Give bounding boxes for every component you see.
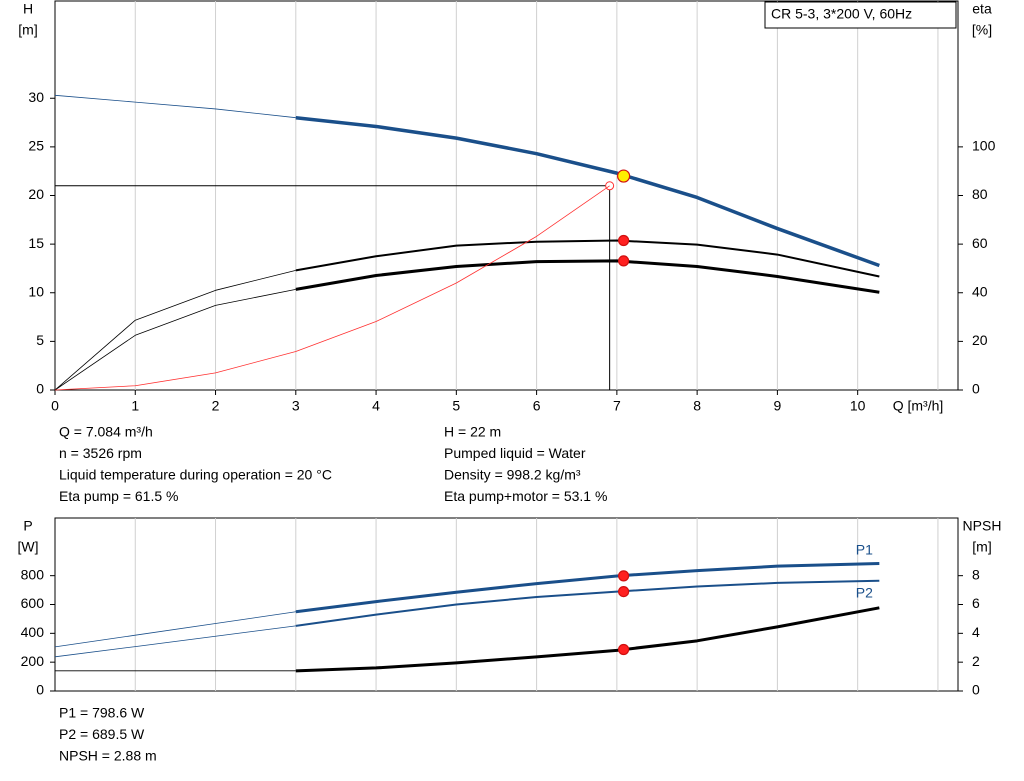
title-box: [764, 1, 957, 29]
curve-label: P2: [856, 584, 873, 600]
x-tick-label: 4: [372, 398, 380, 414]
plot-frame: [54, 517, 959, 692]
x-tick-label: 7: [613, 398, 621, 414]
plot-frame: [54, 0, 959, 391]
y2-axis-label: eta: [972, 1, 992, 17]
info-text: Eta pump+motor = 53.1 %: [444, 488, 607, 504]
y-tick-label: 20: [28, 186, 44, 202]
y2-tick-label: 20: [972, 332, 988, 348]
y2-tick-label: 40: [972, 283, 988, 299]
operating-point: [618, 643, 630, 656]
y2-tick-label: 100: [972, 138, 996, 154]
y2-axis-unit: [%]: [972, 22, 992, 38]
info-text: Q = 7.084 m³/h: [59, 424, 153, 440]
operating-point: [618, 585, 630, 598]
y2-tick-label: 80: [972, 186, 988, 202]
info-text: P2 = 689.5 W: [59, 726, 145, 742]
y-axis-unit: [W]: [18, 539, 39, 555]
y2-tick-label: 8: [972, 566, 980, 582]
y-tick-label: 600: [21, 595, 45, 611]
y-tick-label: 0: [36, 381, 44, 397]
x-tick-label: 3: [292, 398, 300, 414]
y2-tick-label: 0: [972, 381, 980, 397]
y-tick-label: 30: [28, 89, 44, 105]
info-text: Pumped liquid = Water: [444, 445, 586, 461]
curve: [54, 288, 296, 391]
y-axis-label: P: [23, 518, 32, 534]
info-text: n = 3526 rpm: [59, 445, 142, 461]
y-tick-label: 5: [36, 332, 44, 348]
y2-axis-label: NPSH: [963, 518, 1002, 534]
x-tick-label: 6: [533, 398, 541, 414]
curve: [54, 185, 610, 391]
operating-point: [618, 570, 630, 582]
curve: [295, 239, 880, 278]
operating-point: [618, 255, 630, 267]
x-axis-label: Q [m³/h]: [893, 398, 944, 414]
y-tick-label: 200: [21, 653, 45, 669]
y-tick-label: 0: [36, 682, 44, 698]
x-tick-label: 5: [452, 398, 460, 414]
crosshair: [55, 185, 611, 390]
info-text: Density = 998.2 kg/m³: [444, 467, 581, 483]
y2-tick-label: 4: [972, 624, 980, 640]
y2-tick-label: 60: [972, 235, 988, 251]
curve: [295, 115, 880, 268]
y2-tick-label: 2: [972, 653, 980, 669]
y2-axis-unit: [m]: [972, 539, 991, 555]
curve: [295, 606, 880, 673]
x-tick-label: 1: [131, 398, 139, 414]
y2-tick-label: 6: [972, 595, 980, 611]
curve: [54, 94, 296, 119]
info-text: NPSH = 2.88 m: [59, 748, 157, 764]
y-tick-label: 25: [28, 138, 44, 154]
y-tick-label: 400: [21, 624, 45, 640]
x-tick-label: 10: [850, 398, 866, 414]
curve: [295, 259, 880, 294]
y-axis-unit: [m]: [18, 22, 37, 38]
y-axis-label: H: [23, 1, 33, 17]
info-text: Liquid temperature during operation = 20…: [59, 467, 332, 483]
x-tick-label: 0: [51, 398, 59, 414]
curve: [295, 562, 880, 614]
y-tick-label: 15: [28, 235, 44, 251]
info-text: P1 = 798.6 W: [59, 705, 145, 721]
curve: [54, 625, 296, 658]
x-tick-label: 8: [693, 398, 701, 414]
curve: [54, 611, 296, 648]
x-tick-label: 9: [774, 398, 782, 414]
curve-label: P1: [856, 541, 873, 557]
y2-tick-label: 0: [972, 682, 980, 698]
curve: [54, 269, 296, 391]
info-text: H = 22 m: [444, 424, 501, 440]
x-tick-label: 2: [212, 398, 220, 414]
operating-point: [618, 234, 630, 247]
operating-point: [617, 169, 631, 183]
y-tick-label: 10: [28, 283, 44, 299]
y-tick-label: 800: [21, 566, 45, 582]
info-text: Eta pump = 61.5 %: [59, 488, 178, 504]
chart-title: CR 5-3, 3*200 V, 60Hz: [771, 6, 912, 22]
curve: [295, 579, 880, 627]
